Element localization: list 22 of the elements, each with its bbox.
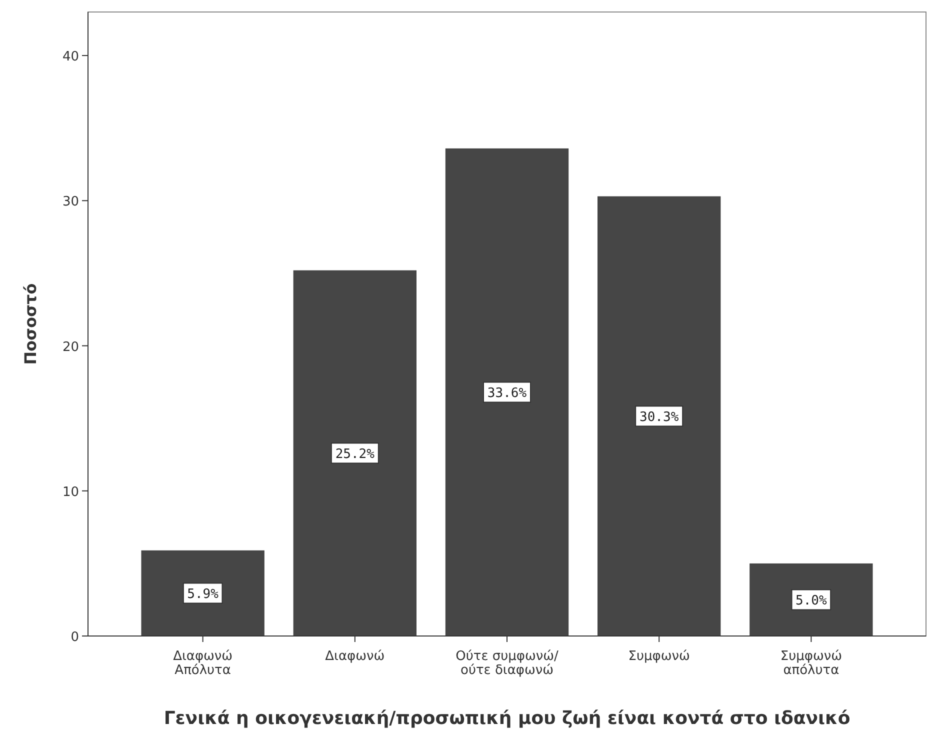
data-label: 25.2% [335,447,375,462]
data-label: 30.3% [640,410,679,426]
y-axis-title: Ποσοστό [21,283,40,365]
bar [597,196,721,636]
bar [445,148,569,636]
bar [293,270,417,636]
data-label: 5.0% [796,594,827,609]
bar [141,550,264,636]
x-tick-label: Ούτε συμφωνώ/ ούτε διαφωνώ [456,649,559,678]
x-tick-label: Συμφωνώ απόλυτα [780,649,842,678]
bar [750,563,873,636]
x-axis-title: Γενικά η οικογενειακή/προσωπική μου ζωή είναι κοντά στο ιδανικό [164,708,850,729]
y-tick-label: 20 [62,340,79,355]
data-label: 5.9% [187,587,219,602]
x-tick-label: Συμφωνώ [628,649,690,664]
y-tick-label: 30 [62,194,79,210]
data-label: 33.6% [487,386,527,402]
y-tick-label: 10 [62,484,79,500]
x-tick-label: Διαφωνώ [325,649,385,664]
x-tick-label: Διαφωνώ Απόλυτα [173,649,233,678]
y-tick-label: 0 [70,630,79,645]
y-tick-label: 40 [62,50,79,65]
